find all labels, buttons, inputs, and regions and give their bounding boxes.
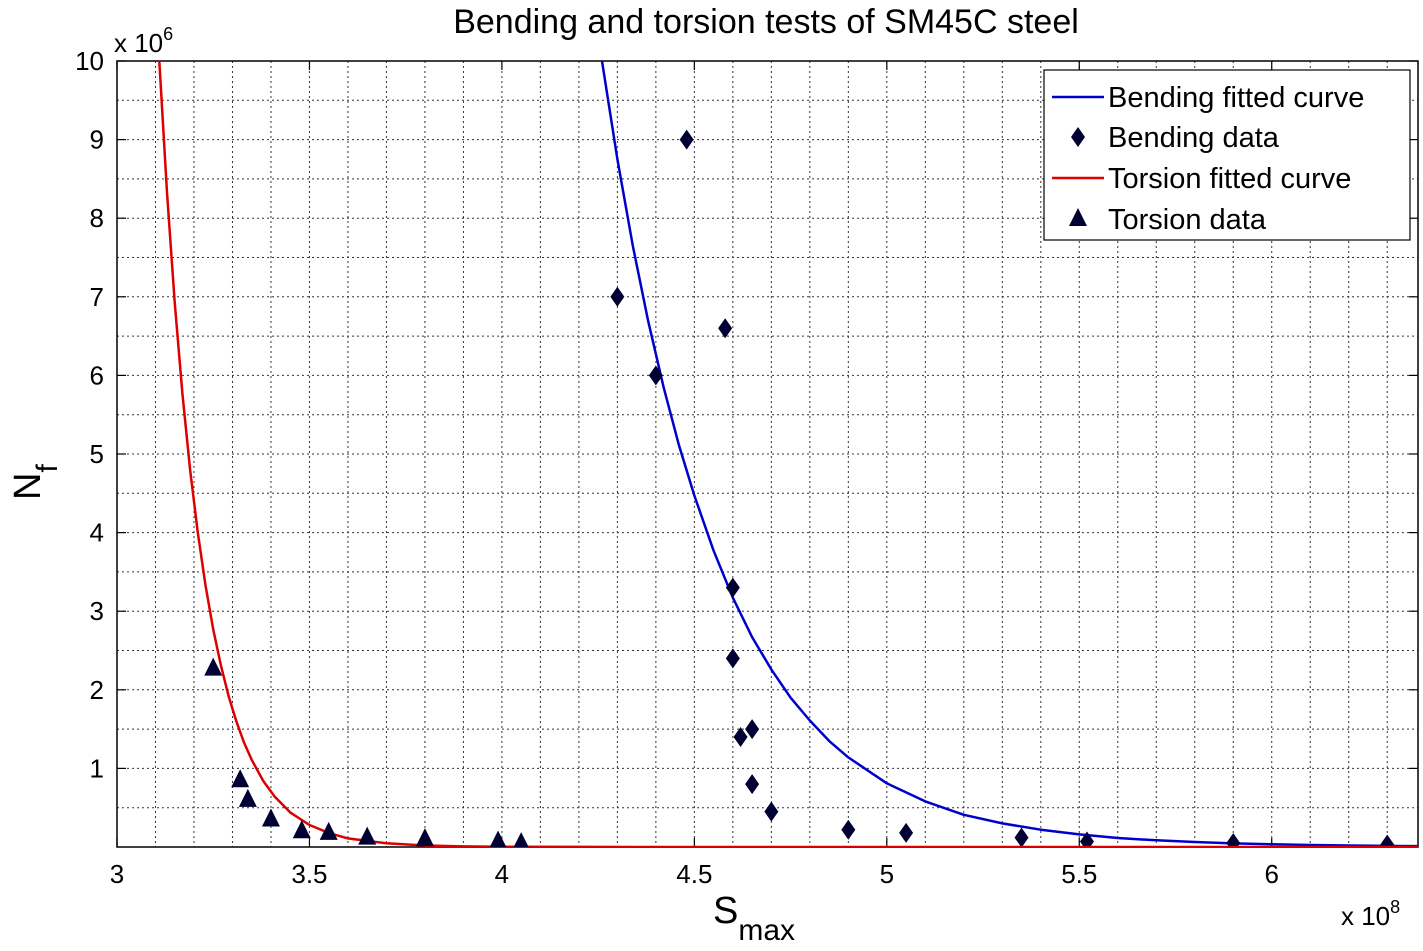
data-point-diamond [679, 129, 694, 150]
y-tick-label: 1 [90, 753, 104, 783]
data-point-diamond [718, 318, 733, 339]
data-point-triangle [204, 657, 223, 676]
legend-item-torsion-data: Torsion data [1069, 204, 1267, 236]
y-axis-label: Nf [7, 464, 64, 500]
data-point-triangle [261, 808, 280, 827]
data-point-triangle [415, 828, 434, 847]
x-multiplier: x 108 [1341, 897, 1400, 931]
legend-box [1043, 69, 1411, 241]
data-point-diamond [1226, 833, 1241, 847]
data-point-diamond [1079, 831, 1094, 847]
y-tick-label: 2 [90, 675, 104, 705]
data-point-diamond [725, 648, 740, 669]
y-tick-label: 7 [90, 282, 104, 312]
legend-item-bending-fit: Bending fitted curve [1052, 82, 1364, 114]
y-tick-label: 3 [90, 596, 104, 626]
y-tick-label: 4 [90, 518, 104, 548]
y-multiplier: x 106 [114, 24, 173, 58]
x-tick-label: 3.5 [291, 859, 327, 889]
legend-label: Torsion fitted curve [1108, 163, 1351, 195]
x-tick-label: 5 [880, 859, 894, 889]
y-tick-label: 8 [90, 203, 104, 233]
legend-label: Bending data [1108, 122, 1280, 154]
series-layer [158, 61, 1418, 847]
data-point-diamond [610, 286, 625, 307]
y-multiplier-exp: 6 [163, 24, 173, 44]
x-axis-label-sub: max [738, 914, 795, 947]
data-point-diamond [1014, 827, 1029, 847]
ticks [116, 60, 1418, 847]
data-point-triangle [358, 826, 377, 845]
y-axis-label-sub: f [31, 464, 64, 473]
series-line-2 [158, 61, 1418, 847]
data-point-diamond [745, 719, 760, 740]
data-point-diamond [725, 577, 740, 598]
x-tick-label: 5.5 [1061, 859, 1097, 889]
legend-item-torsion-fit: Torsion fitted curve [1052, 163, 1351, 195]
data-point-diamond [841, 819, 856, 840]
y-tick-label: 9 [90, 125, 104, 155]
x-multiplier-exp: 8 [1390, 897, 1400, 917]
data-point-diamond [764, 801, 779, 822]
y-multiplier-base: x 10 [114, 28, 163, 58]
legend-label: Bending fitted curve [1108, 82, 1364, 114]
y-tick-label: 10 [75, 46, 104, 76]
x-axis-label-main: S [713, 890, 738, 932]
x-tick-label: 4.5 [676, 859, 712, 889]
data-point-diamond [648, 365, 663, 386]
data-point-triangle [238, 788, 257, 807]
data-point-diamond [899, 822, 914, 843]
legend: Bending fitted curve Bending data Torsio… [1043, 69, 1411, 241]
data-point-diamond [745, 774, 760, 795]
y-axis-label-main: N [7, 473, 49, 500]
x-axis-label: Smax [713, 890, 795, 947]
legend-swatch-triangle [1069, 208, 1087, 226]
y-tick-label: 5 [90, 439, 104, 469]
data-point-triangle [319, 821, 338, 840]
data-point-triangle [513, 832, 529, 847]
x-tick-label: 6 [1264, 859, 1278, 889]
legend-label: Torsion data [1108, 204, 1267, 236]
chart-title: Bending and torsion tests of SM45C steel [453, 3, 1079, 41]
tick-labels: 3 3.5 4 4.5 5 5.5 6 1 2 3 4 5 6 7 8 9 10 [75, 46, 1279, 889]
legend-swatch-diamond [1071, 127, 1085, 147]
x-tick-label: 3 [110, 859, 124, 889]
data-point-triangle [489, 830, 507, 847]
legend-item-bending-data: Bending data [1071, 122, 1280, 154]
data-point-diamond [1380, 834, 1395, 847]
x-tick-label: 4 [495, 859, 509, 889]
data-point-triangle [231, 769, 250, 788]
y-tick-label: 6 [90, 360, 104, 390]
data-point-diamond [733, 726, 748, 747]
x-multiplier-base: x 10 [1341, 901, 1390, 931]
data-point-triangle [292, 820, 311, 839]
